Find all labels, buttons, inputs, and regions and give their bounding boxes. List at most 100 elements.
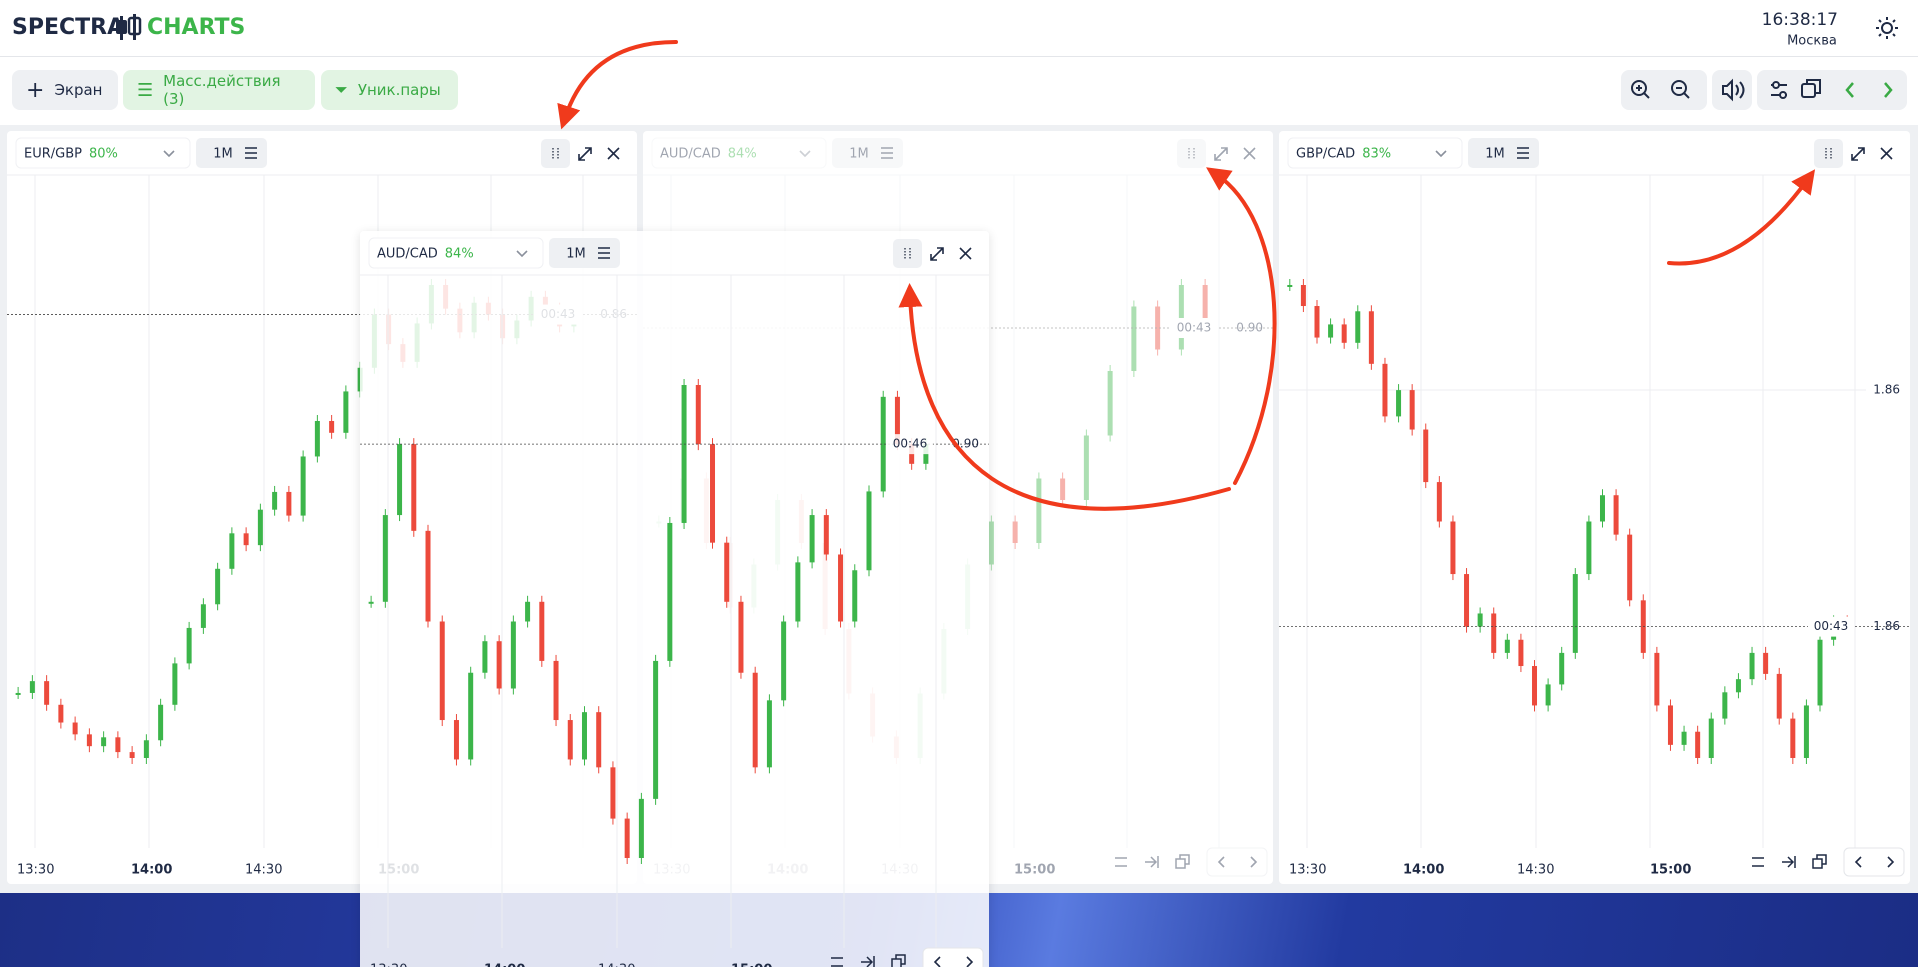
symbol-select[interactable] (368, 237, 544, 269)
candle (1654, 652, 1660, 706)
drag-handle[interactable] (1814, 139, 1843, 168)
nav-next[interactable] (1887, 856, 1895, 868)
close-icon[interactable] (607, 147, 620, 160)
candle (866, 491, 872, 571)
expand-icon[interactable] (930, 247, 944, 261)
toolbar-icons (1621, 70, 1907, 110)
scroll-end-tool[interactable] (861, 956, 875, 967)
timeframe: 1M (849, 147, 869, 162)
candle (1328, 324, 1334, 338)
price-label: 1.86 (1873, 619, 1900, 633)
candle (343, 391, 349, 433)
candle (453, 720, 459, 760)
candle (1464, 574, 1470, 627)
candle (1396, 390, 1402, 417)
drag-handle[interactable] (893, 239, 922, 268)
drag-handle[interactable] (1177, 139, 1206, 168)
zoom-group (1621, 70, 1707, 110)
drag-handle[interactable] (541, 139, 570, 168)
next-button[interactable] (1884, 82, 1893, 98)
nav-prev[interactable] (933, 956, 941, 967)
candle (1532, 666, 1538, 706)
expand-icon[interactable] (1851, 147, 1865, 161)
close-icon[interactable] (959, 247, 972, 260)
settings-tool[interactable] (1752, 857, 1764, 867)
symbol-select[interactable] (1287, 137, 1463, 169)
add-screen-button[interactable]: + Экран (12, 70, 118, 110)
candle (482, 641, 488, 673)
candle (1572, 574, 1578, 653)
timeframe-box[interactable] (196, 138, 267, 168)
city: Москва (1787, 34, 1837, 49)
logo-icon (116, 14, 142, 40)
header: SPECTRA CHARTS 16:38:17 Москва (0, 0, 1918, 57)
candle (300, 456, 306, 516)
expand-icon[interactable] (1214, 147, 1228, 161)
candle (44, 681, 50, 705)
candle (368, 601, 374, 604)
logo-left: SPECTRA (12, 15, 124, 40)
candle (610, 767, 616, 819)
candle (1450, 521, 1456, 575)
menu-icon[interactable] (598, 247, 610, 259)
expand-icon[interactable] (578, 147, 592, 161)
price-timer: 00:46 (893, 437, 928, 451)
close-icon[interactable] (1880, 147, 1893, 160)
settings-tool[interactable] (1115, 857, 1127, 867)
candle (653, 660, 659, 799)
price-timer: 00:43 (1177, 321, 1212, 335)
candle (1627, 534, 1633, 601)
candle (58, 704, 64, 723)
symbol-select[interactable] (15, 137, 191, 169)
candle (510, 621, 516, 689)
copy-tool[interactable] (1175, 854, 1190, 869)
nav-next[interactable] (1250, 856, 1258, 868)
time-axis-label: 14:00 (484, 963, 525, 967)
scroll-end-tool[interactable] (1782, 856, 1796, 868)
chart-panel: GBP/CAD 83% 1M 1.86 00:43 1.86 13:30 14:00 14:30… (1279, 131, 1910, 884)
nav-next[interactable] (966, 956, 974, 967)
candle (1436, 482, 1442, 522)
timeframe-box[interactable] (1468, 138, 1539, 168)
toolbar: + Экран ☰ Масс.действия (3) ⏷ Уник.пары (0, 57, 1918, 125)
clock: 16:38:17 (1762, 10, 1838, 30)
symbol-select[interactable] (651, 137, 827, 169)
candle (186, 627, 192, 664)
candle (86, 734, 92, 747)
candle (581, 712, 587, 760)
candle (681, 385, 687, 523)
chart-panel: AUD/CAD 84% 1M 00:46 0.90 13:30 14:00 14:30 15:0… (360, 231, 989, 967)
candle (200, 604, 206, 628)
time-axis-label: 14:00 (131, 863, 172, 878)
zoom-in[interactable] (1631, 80, 1650, 99)
timeframe-box[interactable] (832, 138, 903, 168)
candle (1382, 363, 1388, 417)
copy-tool[interactable] (891, 954, 906, 967)
candle (1708, 718, 1714, 758)
zoom-out[interactable] (1671, 80, 1690, 99)
mass-actions-button[interactable]: ☰ Масс.действия (3) (123, 70, 315, 110)
timeframe: 1M (213, 147, 233, 162)
candle (738, 601, 744, 673)
menu-icon[interactable] (245, 147, 257, 159)
menu-icon[interactable] (1517, 147, 1529, 159)
timer-box (1808, 616, 1854, 637)
copy-icon[interactable] (1801, 79, 1821, 98)
timeframe-box[interactable] (549, 238, 620, 268)
nav-prev[interactable] (1854, 856, 1862, 868)
button-label: Экран (54, 81, 103, 99)
copy-tool[interactable] (1812, 854, 1827, 869)
candle (382, 515, 388, 602)
close-icon[interactable] (1243, 147, 1256, 160)
scroll-end-tool[interactable] (1145, 856, 1159, 868)
theme-toggle[interactable] (1876, 17, 1898, 39)
menu-icon[interactable] (881, 147, 893, 159)
time-axis-label: 13:30 (17, 863, 54, 878)
settings-tool[interactable] (831, 957, 843, 967)
unique-pairs-button[interactable]: ⏷ Уник.пары (321, 70, 458, 110)
candle (1477, 613, 1483, 627)
candle (1518, 639, 1524, 667)
prev-button[interactable] (1845, 82, 1854, 98)
panel-svg: GBP/CAD 83% 1M 1.86 00:43 1.86 13:30 14:00 14:30… (1279, 137, 1910, 878)
nav-prev[interactable] (1217, 856, 1225, 868)
